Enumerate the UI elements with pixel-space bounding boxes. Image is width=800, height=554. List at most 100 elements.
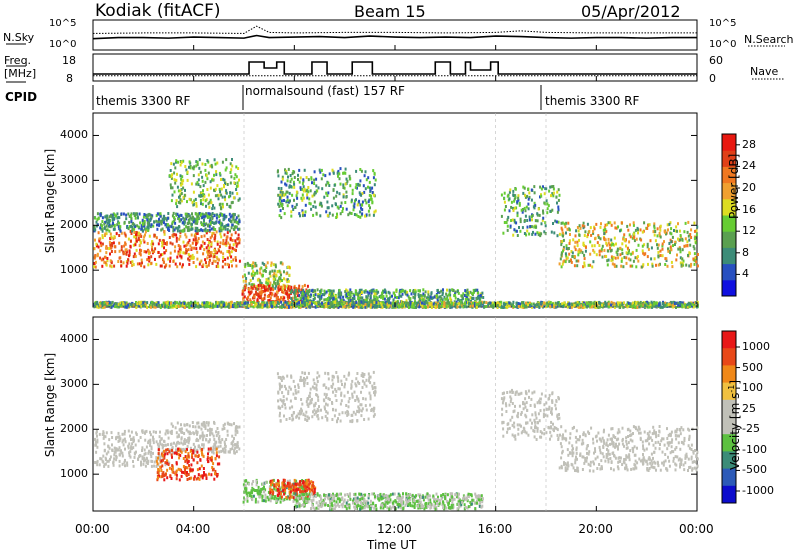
scatter-point <box>132 212 135 216</box>
scatter-point <box>218 227 221 231</box>
scatter-point <box>605 255 608 258</box>
scatter-point <box>343 186 346 190</box>
scatter-point <box>582 303 585 307</box>
scatter-point <box>238 227 241 231</box>
scatter-point <box>192 220 195 224</box>
scatter-point <box>203 194 206 198</box>
scatter-point <box>463 294 466 297</box>
scatter-point <box>331 304 334 308</box>
scatter-point <box>696 301 699 304</box>
scatter-point <box>279 202 282 205</box>
scatter-point <box>349 177 352 181</box>
scatter-point <box>360 169 363 173</box>
scatter-point <box>433 295 436 299</box>
scatter-point <box>143 235 146 239</box>
scatter-point <box>536 303 539 307</box>
scatter-point <box>413 305 416 309</box>
scatter-point <box>220 221 223 225</box>
scatter-point <box>172 259 175 263</box>
scatter-point <box>165 218 168 222</box>
scatter-point <box>550 185 553 189</box>
scatter-point <box>188 254 191 258</box>
scatter-point <box>376 304 378 308</box>
scatter-point <box>214 236 217 240</box>
scatter-point <box>237 233 240 237</box>
scatter-point <box>204 258 207 262</box>
scatter-point <box>319 303 321 307</box>
scatter-point <box>682 259 685 263</box>
scatter-point <box>225 158 228 162</box>
scatter-point <box>127 212 130 216</box>
scatter-point <box>674 240 677 244</box>
scatter-point <box>157 220 160 224</box>
scatter-point <box>140 227 143 231</box>
scatter-point <box>589 263 592 267</box>
scatter-point <box>487 302 490 306</box>
scatter-point <box>297 287 300 291</box>
scatter-point <box>424 290 427 294</box>
scatter-point <box>655 263 657 267</box>
scatter-point <box>534 219 537 223</box>
scatter-point <box>281 177 284 181</box>
scatter-point <box>277 186 280 190</box>
scatter-point <box>373 183 376 187</box>
scatter-point <box>248 287 251 291</box>
scatter-point <box>669 302 672 306</box>
scatter-point <box>109 252 111 256</box>
scatter-point <box>235 184 238 188</box>
scatter-point <box>226 250 229 253</box>
scatter-point <box>351 192 354 196</box>
scatter-point <box>282 283 285 287</box>
scatter-point <box>235 216 238 220</box>
scatter-point <box>265 285 268 289</box>
scatter-point <box>462 292 465 296</box>
scatter-point <box>438 304 440 308</box>
scatter-point <box>158 238 161 242</box>
scatter-point <box>334 301 337 304</box>
scatter-point <box>556 190 559 194</box>
scatter-point <box>169 256 172 260</box>
scatter-point <box>327 181 330 185</box>
scatter-point <box>273 294 276 298</box>
scatter-point <box>225 191 228 195</box>
scatter-point <box>157 251 160 254</box>
scatter-point <box>634 228 637 232</box>
scatter-point <box>310 302 313 306</box>
scatter-point <box>512 233 515 237</box>
scatter-point <box>193 217 196 221</box>
scatter-point <box>606 302 609 306</box>
scatter-point <box>385 294 388 298</box>
scatter-point <box>430 306 433 309</box>
scatter-point <box>315 177 318 181</box>
scatter-point <box>509 302 512 306</box>
scatter-point <box>283 277 285 281</box>
scatter-point <box>223 195 226 199</box>
scatter-point <box>598 305 601 309</box>
scatter-point <box>147 263 150 267</box>
scatter-point <box>180 160 183 164</box>
scatter-point <box>453 301 456 305</box>
scatter-point <box>216 261 219 265</box>
scatter-point <box>360 300 363 304</box>
scatter-point <box>443 303 446 307</box>
scatter-point <box>688 305 691 309</box>
scatter-point <box>330 289 333 293</box>
scatter-point <box>99 212 102 216</box>
scatter-point <box>320 177 323 181</box>
scatter-point <box>197 237 200 241</box>
scatter-point <box>567 301 569 305</box>
scatter-point <box>196 250 199 254</box>
scatter-point <box>119 225 122 229</box>
scatter-point <box>610 303 612 307</box>
scatter-point <box>537 233 540 237</box>
scatter-point <box>196 257 199 261</box>
scatter-point <box>238 259 241 263</box>
scatter-point <box>471 292 474 296</box>
scatter-point <box>132 243 135 247</box>
scatter-point <box>275 304 278 308</box>
scatter-point <box>134 235 137 239</box>
scatter-point <box>171 173 174 177</box>
scatter-point <box>263 301 266 305</box>
scatter-point <box>208 228 211 232</box>
